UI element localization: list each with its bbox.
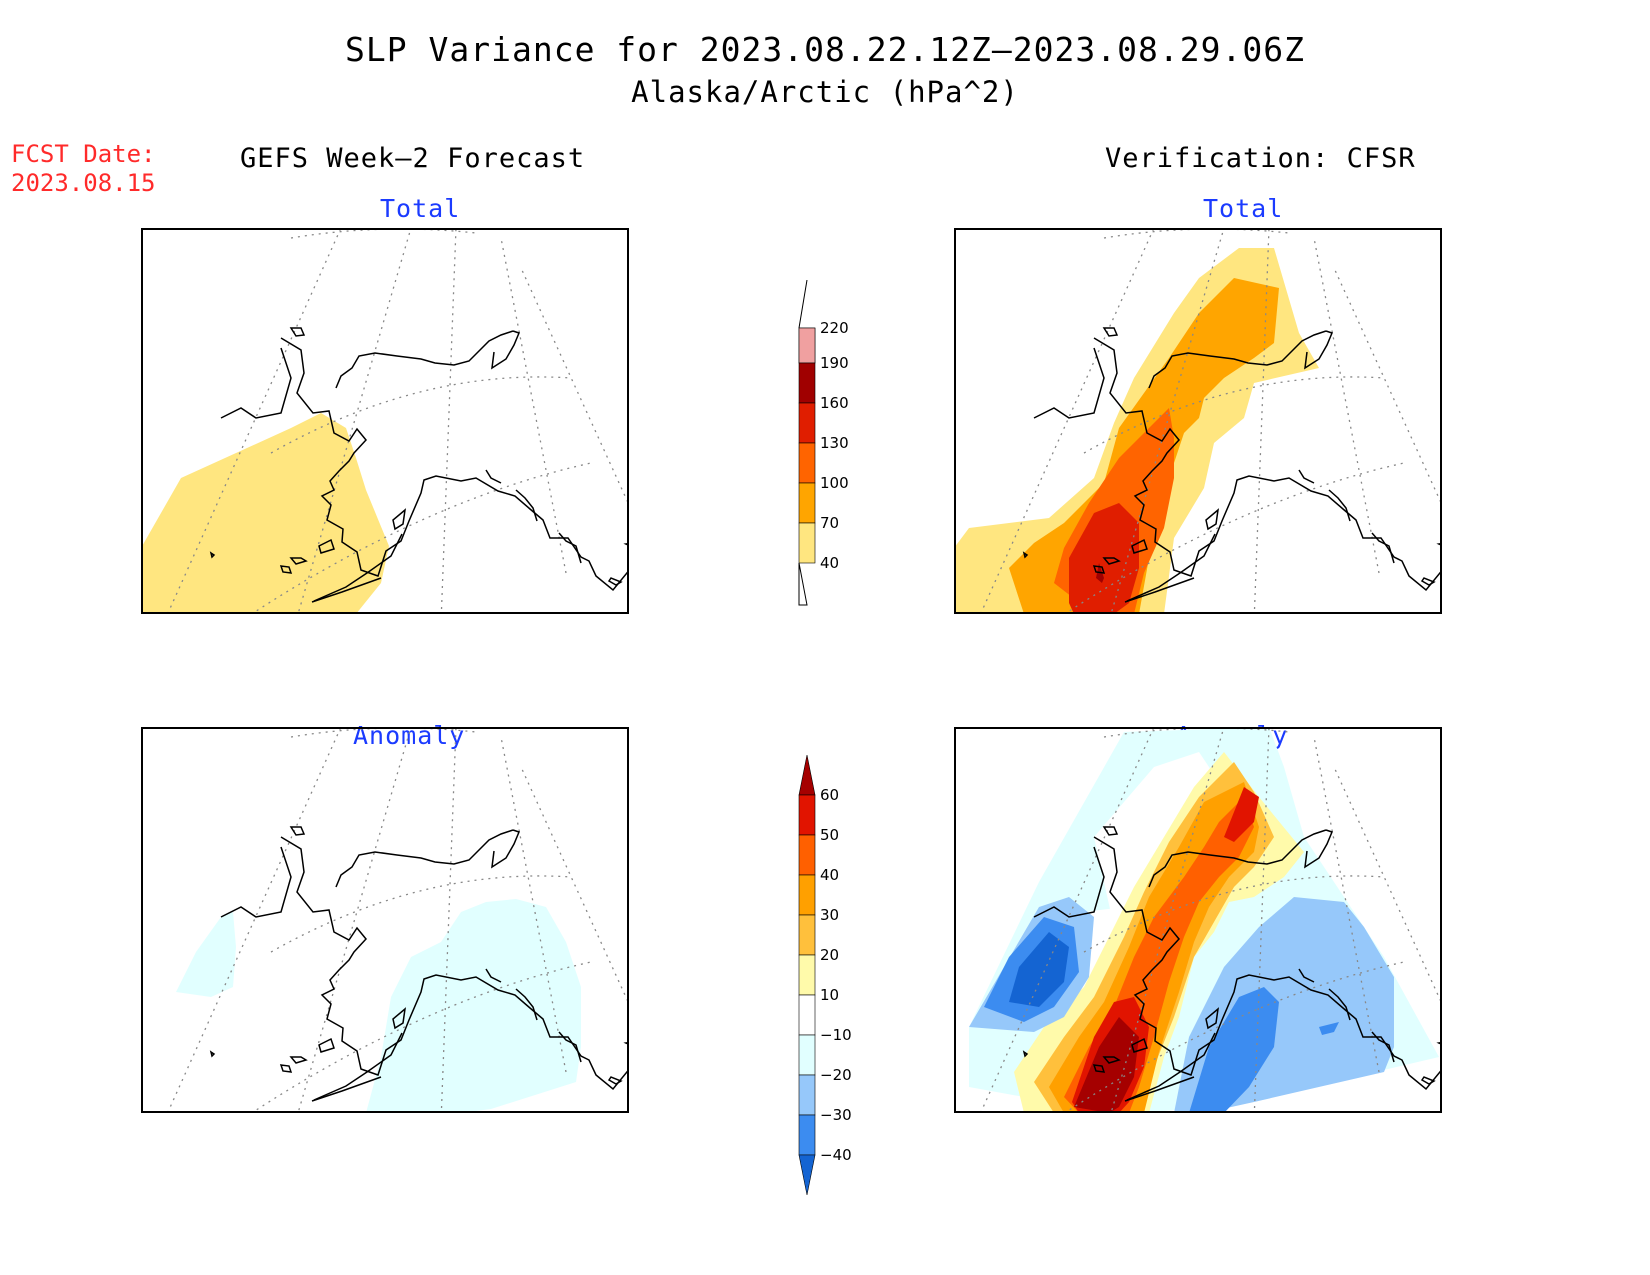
verification-anomaly-shading-east-neg30-neg20 [1189,987,1279,1113]
verification-total-frame [954,228,1442,614]
anomaly-colorbar: 60 50 40 30 20 10 −10 −20 −30 −40 [798,755,852,1196]
anomaly-level-10: 10 [820,986,839,1004]
total-level-100: 100 [820,474,849,492]
total-colorbar: 220 190 160 130 100 70 40 [798,280,849,606]
anomaly-level-20: 20 [820,946,839,964]
total-swatch-40-70 [798,522,816,564]
verification-total-map [954,228,1442,614]
anomaly-level-neg40: −40 [820,1146,852,1164]
anomaly-colorbar-top-arrow [798,755,816,796]
anomaly-swatch-10-20 [798,954,816,996]
total-colorbar-bottom-arrow [798,562,808,606]
main-title: SLP Variance for 2023.08.22.12Z–2023.08.… [345,30,1305,69]
verification-anomaly-shading-neg40-neg30 [1009,932,1069,1007]
anomaly-swatch-neg20-neg10 [798,1034,816,1076]
verification-total-title: Total [1203,194,1284,223]
total-swatch-70-100 [798,482,816,524]
forecast-anomaly-map [141,727,629,1113]
anomaly-level-60: 60 [820,786,839,804]
forecast-anomaly-shading-neg20-neg10-east [366,899,581,1113]
anomaly-level-30: 30 [820,906,839,924]
total-level-190: 190 [820,354,849,372]
total-swatch-100-130 [798,442,816,484]
anomaly-colorbar-bottom-arrow [798,1154,816,1196]
verification-anomaly-frame [954,727,1442,1113]
total-colorbar-top-arrow [798,280,808,329]
verification-anomaly-map [954,727,1442,1113]
anomaly-swatch-neg30-neg20 [798,1074,816,1116]
verification-anomaly-shading-50-60-north [1224,787,1259,842]
total-swatch-130-160 [798,402,816,444]
total-level-130: 130 [820,434,849,452]
anomaly-swatch-20-30 [798,914,816,956]
total-swatch-160-190 [798,362,816,404]
total-swatch-190-220-fill [798,327,816,364]
fcst-date-value: 2023.08.15 [11,169,156,197]
anomaly-swatch-40-50 [798,834,816,876]
forecast-anomaly-frame [141,727,629,1113]
verification-anomaly-shading-east-spot [1319,1022,1339,1035]
total-level-220: 220 [820,319,849,337]
anomaly-level-50: 50 [820,826,839,844]
subtitle: Alaska/Arctic (hPa^2) [631,75,1019,109]
anomaly-level-neg10: −10 [820,1026,852,1044]
forecast-column-title: GEFS Week–2 Forecast [240,143,586,174]
forecast-total-frame [141,228,629,614]
total-level-40: 40 [820,554,839,572]
forecast-anomaly-shading-neg20-neg10-west [176,912,236,997]
anomaly-swatch-neg40-neg30 [798,1114,816,1156]
anomaly-level-neg20: −20 [820,1066,852,1084]
forecast-total-title: Total [380,194,461,223]
verification-column-title: Verification: CFSR [1105,143,1416,174]
total-level-160: 160 [820,394,849,412]
anomaly-swatch-30-40 [798,874,816,916]
anomaly-swatch-neg10-10 [798,994,816,1036]
anomaly-swatch-50-60 [798,794,816,836]
fcst-date: FCST Date: 2023.08.15 [11,140,156,198]
forecast-total-shading-40-70 [141,413,389,614]
anomaly-level-40: 40 [820,866,839,884]
fcst-date-label: FCST Date: [11,140,156,168]
total-level-70: 70 [820,514,839,532]
forecast-total-map [141,228,629,614]
verification-anomaly-shading-above-60 [1074,1017,1139,1113]
anomaly-level-neg30: −30 [820,1106,852,1124]
